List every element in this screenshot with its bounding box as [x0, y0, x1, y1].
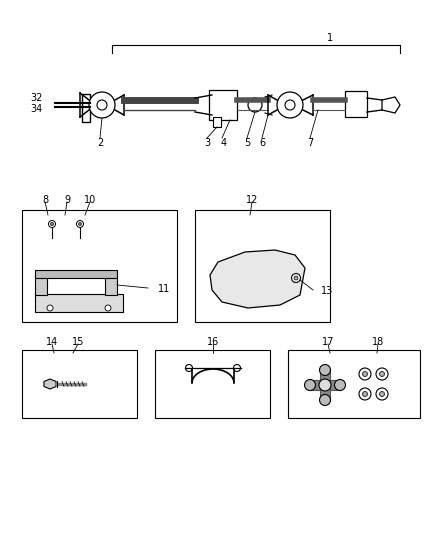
Circle shape — [376, 368, 388, 380]
Circle shape — [47, 305, 53, 311]
Circle shape — [285, 100, 295, 110]
Polygon shape — [44, 379, 56, 389]
Circle shape — [363, 372, 367, 376]
Circle shape — [379, 372, 385, 376]
Circle shape — [248, 98, 262, 112]
Circle shape — [49, 221, 56, 228]
Polygon shape — [382, 97, 400, 113]
Text: 11: 11 — [158, 284, 170, 294]
Text: 4: 4 — [221, 138, 227, 148]
Bar — [209, 90, 237, 120]
Text: 2: 2 — [97, 138, 103, 148]
Circle shape — [359, 368, 371, 380]
Bar — [35, 294, 123, 312]
Text: 5: 5 — [244, 138, 250, 148]
Circle shape — [292, 273, 300, 282]
Text: 9: 9 — [64, 195, 70, 205]
Bar — [22, 350, 137, 418]
Text: 15: 15 — [72, 337, 84, 347]
Bar — [82, 94, 90, 122]
Text: 7: 7 — [307, 138, 313, 148]
Bar — [35, 270, 117, 278]
Bar — [310, 380, 340, 390]
Circle shape — [105, 305, 111, 311]
Circle shape — [319, 379, 331, 391]
Bar — [195, 210, 330, 322]
Polygon shape — [210, 250, 305, 308]
Text: 1: 1 — [327, 33, 333, 43]
Circle shape — [294, 276, 298, 280]
Text: 6: 6 — [259, 138, 265, 148]
Bar — [155, 350, 270, 418]
Circle shape — [335, 379, 346, 391]
Text: 8: 8 — [42, 195, 48, 205]
Circle shape — [78, 222, 81, 225]
Bar — [320, 370, 330, 400]
Bar — [213, 117, 221, 127]
Circle shape — [186, 365, 192, 372]
Text: 16: 16 — [207, 337, 219, 347]
Text: 18: 18 — [372, 337, 384, 347]
Circle shape — [233, 365, 240, 372]
Circle shape — [379, 392, 385, 397]
Circle shape — [319, 365, 331, 376]
Text: 3: 3 — [204, 138, 210, 148]
Text: 12: 12 — [246, 195, 258, 205]
Bar — [22, 210, 177, 322]
Circle shape — [376, 388, 388, 400]
Text: 32: 32 — [30, 93, 42, 103]
Circle shape — [89, 92, 115, 118]
Bar — [345, 91, 367, 117]
Circle shape — [277, 92, 303, 118]
Circle shape — [359, 388, 371, 400]
Circle shape — [77, 221, 84, 228]
Circle shape — [363, 392, 367, 397]
Text: 10: 10 — [84, 195, 96, 205]
Circle shape — [319, 394, 331, 406]
Bar — [35, 275, 47, 295]
Text: 13: 13 — [321, 286, 333, 296]
Bar — [288, 350, 420, 418]
Text: 17: 17 — [322, 337, 334, 347]
Text: 14: 14 — [46, 337, 58, 347]
Circle shape — [97, 100, 107, 110]
Bar — [105, 275, 117, 295]
Circle shape — [304, 379, 315, 391]
Text: 34: 34 — [30, 104, 42, 114]
Circle shape — [50, 222, 53, 225]
